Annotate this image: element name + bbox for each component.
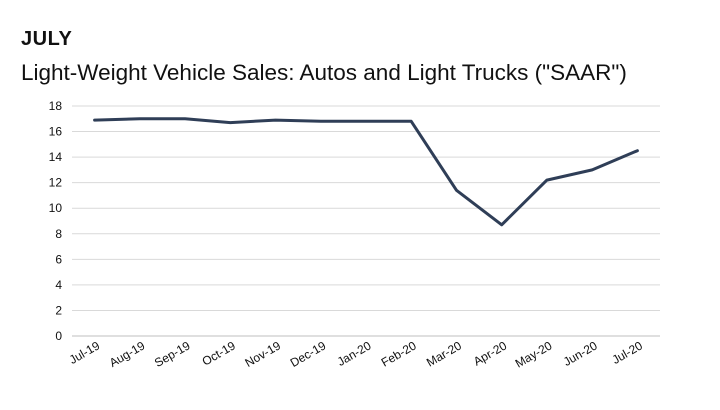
- y-tick-label: 4: [55, 278, 62, 292]
- y-tick-label: 10: [49, 201, 63, 215]
- y-tick-label: 8: [55, 227, 62, 241]
- series-line: [93, 117, 639, 227]
- y-axis-ticks: 0 2 4 6 8 10 12 14 16 18: [49, 99, 63, 343]
- y-tick-label: 2: [55, 303, 62, 317]
- report-heading: JULY: [21, 28, 73, 50]
- x-tick-label: Mar-20: [424, 338, 464, 369]
- y-tick-label: 0: [55, 329, 62, 343]
- x-tick-label: Feb-20: [379, 338, 419, 369]
- gridlines: [72, 105, 660, 337]
- series-layer: [93, 117, 639, 227]
- x-tick-label: Oct-19: [200, 338, 238, 368]
- x-tick-label: Jul-20: [610, 338, 646, 367]
- x-axis-ticks: Jul-19 Aug-19 Sep-19 Oct-19 Nov-19 Dec-19 Jan-…: [67, 338, 645, 370]
- y-tick-label: 12: [49, 176, 63, 190]
- x-tick-label: Nov-19: [243, 338, 284, 370]
- y-tick-label: 16: [49, 125, 63, 139]
- y-tick-label: 14: [49, 150, 63, 164]
- y-tick-label: 18: [49, 99, 63, 113]
- x-tick-label: Apr-20: [471, 338, 509, 368]
- x-tick-label: Dec-19: [288, 338, 329, 370]
- x-tick-label: May-20: [513, 338, 555, 370]
- y-tick-label: 6: [55, 252, 62, 266]
- x-tick-label: Jul-19: [67, 338, 103, 367]
- x-tick-label: Aug-19: [107, 338, 148, 370]
- x-tick-label: Sep-19: [152, 338, 193, 370]
- x-tick-label: Jun-20: [561, 338, 600, 369]
- chart-title: Light-Weight Vehicle Sales: Autos and Li…: [21, 60, 627, 85]
- x-tick-label: Jan-20: [335, 338, 374, 369]
